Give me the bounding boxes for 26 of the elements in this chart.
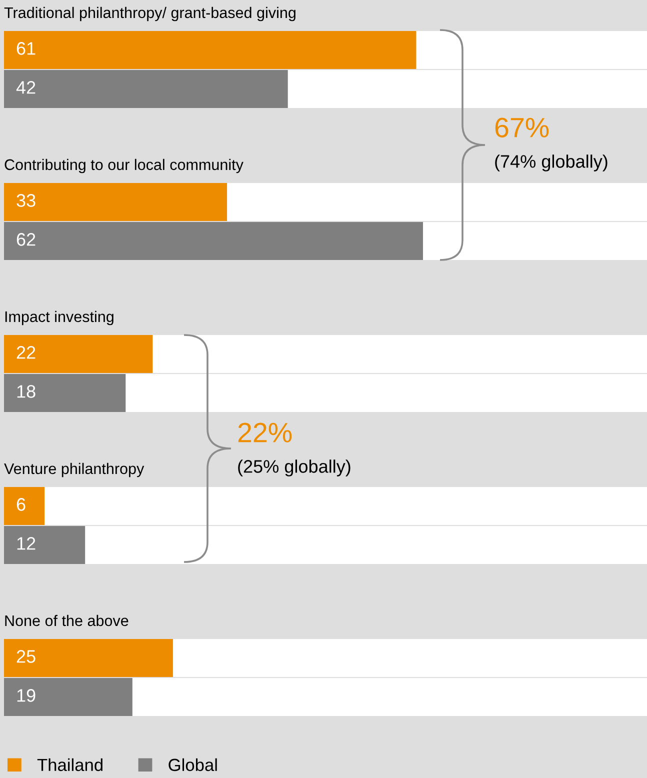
annotation: 22% [238,422,292,442]
bar [4,487,45,525]
y-tick-label: Venture philanthropy [4,462,144,478]
data-label: 12 [17,537,36,550]
y-tick-label: Traditional philanthropy/ grant-based giving [4,6,296,22]
data-label: 22 [16,346,36,359]
y-tick-label: None of the above [5,614,128,626]
data-label: 61 [16,42,36,55]
bar [4,374,126,412]
text: (74% globally) [495,154,608,172]
text: 67% [495,118,549,138]
bar [4,335,153,373]
y-tick-label: Contributing to our local community [4,158,244,174]
data-label: 62 [16,233,36,246]
data-label: 25 [16,650,36,663]
legend-label: Thailand [37,758,102,772]
bar [4,526,86,564]
legend-label: Global [168,758,217,772]
data-label: 42 [16,81,36,94]
y-tick-label: Impact investing [5,310,114,326]
annotation: (25% globally) [238,460,350,476]
data-label: 19 [17,689,36,702]
data-label: 18 [17,385,36,398]
data-label: 33 [16,194,36,207]
bar [4,678,132,716]
data-label: 6 [16,498,26,511]
